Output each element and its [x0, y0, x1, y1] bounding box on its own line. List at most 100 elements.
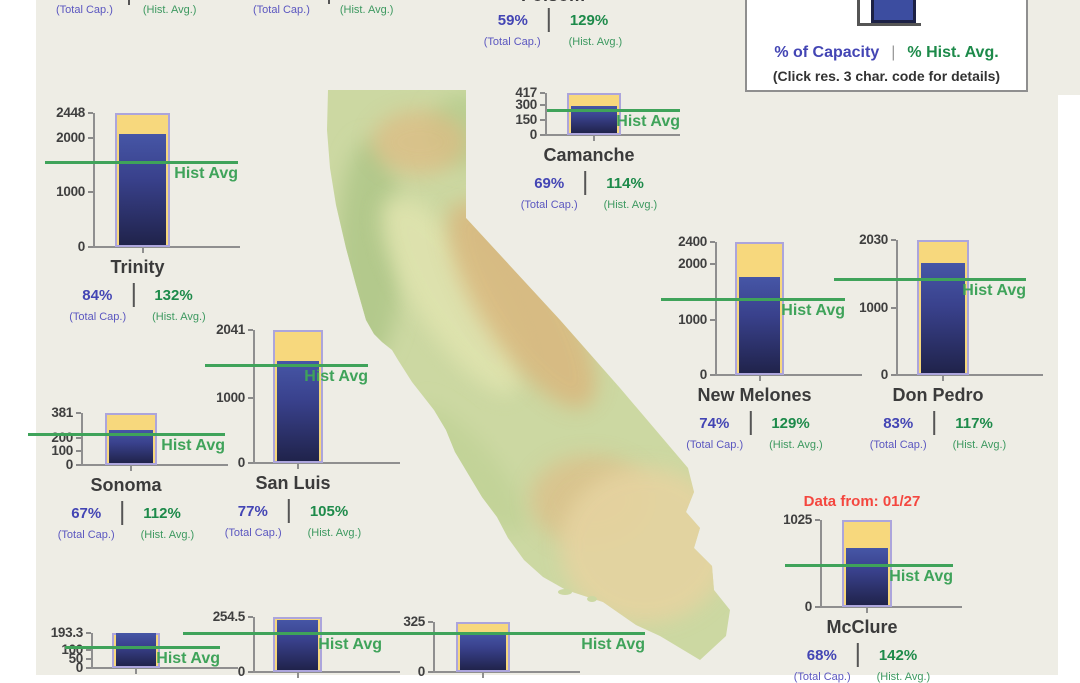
y-tick-label: 193.3: [50, 625, 84, 640]
x-axis-tick: [866, 608, 868, 613]
storage-bar: [116, 633, 156, 666]
y-tick-label: 1025: [783, 512, 812, 527]
x-axis-line: [91, 667, 238, 669]
y-tick-label: 0: [237, 455, 246, 470]
pct-capacity: 77%: [237, 502, 268, 520]
storage-bar: [739, 276, 780, 373]
hist-avg-label: Hist Avg: [889, 568, 953, 586]
percent-row: 74% 129%: [699, 411, 810, 435]
y-tick-label: 0: [699, 367, 708, 382]
y-tick-mark: [891, 307, 896, 310]
reservoir-name[interactable]: Camanche: [543, 145, 635, 165]
reservoir-name[interactable]: New Melones: [697, 385, 812, 405]
chart-bottom-1: 193.3 100 50 0 Hist Avg: [21, 625, 238, 675]
y-tick-mark: [815, 606, 820, 608]
hist-avg-line: [363, 632, 645, 636]
x-axis-tick: [135, 669, 137, 674]
caption-hist-avg: (Hist. Avg.): [568, 36, 623, 48]
reservoir-name-folsom[interactable]: Folsom: [521, 0, 585, 6]
legend-box: % of Capacity | % Hist. Avg. (Click res.…: [745, 0, 1028, 92]
legend-click-note: (Click res. 3 char. code for details): [772, 68, 1001, 84]
y-axis-line: [545, 93, 547, 135]
pct-hist-avg: 105%: [309, 502, 349, 520]
reservoir-name[interactable]: Sonoma: [90, 475, 162, 495]
pct-capacity: 67%: [71, 504, 102, 522]
x-axis-line: [896, 374, 1043, 376]
y-tick-mark: [86, 667, 91, 669]
pct-hist-avg: 129%: [569, 11, 609, 29]
y-tick-mark: [248, 329, 253, 331]
hist-avg-label: Hist Avg: [161, 436, 225, 454]
percent-row: 69% 114%: [534, 171, 644, 195]
legend-icon-x-axis: [857, 23, 921, 26]
y-axis-line: [715, 242, 717, 375]
y-tick-mark: [86, 648, 91, 651]
x-axis-line: [820, 606, 962, 608]
caption-hist-avg: (Hist. Avg.): [952, 439, 1007, 451]
y-tick-mark: [88, 191, 93, 194]
hist-avg-label: Hist Avg: [156, 649, 220, 667]
y-tick-label: 1000: [859, 300, 888, 316]
pct-divider: [328, 0, 330, 4]
percent-row: 68% 142%: [807, 643, 917, 667]
hist-avg-line: [183, 631, 382, 635]
y-tick-mark: [248, 671, 253, 673]
percent-row: 83% 117%: [883, 411, 993, 435]
y-tick-label: 150: [515, 111, 537, 127]
y-tick-mark: [76, 450, 81, 453]
pct-divider: [132, 283, 135, 307]
y-tick-label: 0: [77, 239, 86, 254]
caption-hist-avg: (Hist. Avg.): [140, 529, 195, 541]
x-axis-tick: [593, 136, 595, 141]
cutoff-chart-captions-2: (Total Cap.) (Hist. Avg.): [253, 4, 393, 16]
y-tick-mark: [891, 374, 896, 376]
caption-row: (Total Cap.) (Hist. Avg.): [225, 527, 361, 539]
caption-row: (Total Cap.) (Hist. Avg.): [686, 439, 822, 451]
x-axis-tick: [942, 376, 944, 381]
chart-don-pedro: 2030 1000 0 Hist Avg Don Pedro 83% 117% (Total …: [826, 232, 1043, 451]
pct-capacity: 83%: [883, 414, 914, 432]
x-axis-tick: [482, 673, 484, 678]
y-axis-line: [253, 330, 255, 463]
caption-hist-avg: (Hist. Avg.): [307, 527, 362, 539]
y-tick-label: 1000: [678, 311, 707, 327]
reservoir-name[interactable]: Don Pedro: [892, 385, 984, 405]
y-tick-mark: [428, 671, 433, 673]
hist-avg-line: [834, 278, 1026, 282]
x-axis-line: [433, 671, 580, 673]
y-tick-label: 2041: [216, 322, 245, 337]
pct-hist-avg: 132%: [154, 286, 193, 304]
y-tick-label: 0: [880, 367, 889, 382]
y-tick-label: 1000: [216, 389, 245, 405]
storage-bar: [277, 360, 319, 461]
caption-row: (Total Cap.) (Hist. Avg.): [521, 199, 657, 211]
caption-total-cap: (Total Cap.): [57, 529, 115, 541]
reservoir-name[interactable]: San Luis: [255, 473, 331, 493]
y-tick-label: 0: [237, 664, 246, 679]
reservoir-name[interactable]: McClure: [826, 617, 898, 637]
y-tick-label: 2448: [56, 105, 85, 120]
hist-avg-label: Hist Avg: [962, 282, 1026, 300]
hist-avg-line: [45, 160, 238, 164]
reservoir-name[interactable]: Trinity: [110, 257, 165, 277]
hist-avg-label: Hist Avg: [304, 368, 368, 386]
x-axis-line: [81, 464, 228, 466]
caption-total-cap: (Total Cap.): [869, 439, 927, 451]
pct-hist-avg: 117%: [955, 414, 993, 432]
caption-total-cap: (Total Cap.): [483, 36, 541, 48]
y-tick-mark: [86, 632, 91, 634]
chart-san-luis: 2041 1000 0 Hist Avg San Luis 77% 105% (Total C…: [183, 322, 400, 539]
x-axis-tick: [130, 466, 132, 471]
pct-divider: [128, 0, 130, 5]
y-tick-label: 2400: [678, 234, 707, 249]
y-tick-label: 100: [51, 443, 73, 459]
y-tick-label: 0: [804, 599, 813, 614]
folsom-captions: (Total Cap.) (Hist. Avg.): [484, 36, 622, 48]
y-tick-label: 254.5: [212, 609, 246, 624]
y-tick-label: 50: [68, 650, 84, 666]
caption-total-cap: (Total Cap.): [793, 671, 851, 683]
caption-total-cap: (Total Cap.): [686, 439, 744, 451]
y-tick-mark: [248, 462, 253, 464]
y-axis-line: [81, 413, 83, 465]
y-tick-mark: [891, 239, 896, 241]
